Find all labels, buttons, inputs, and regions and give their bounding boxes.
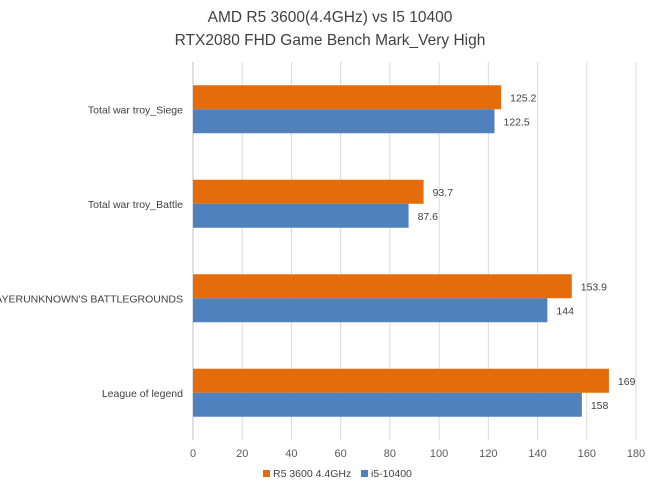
x-tick-label: 40 <box>285 448 297 460</box>
legend-swatch <box>263 470 270 477</box>
data-label: 87.6 <box>418 211 439 223</box>
legend-label: i5-10400 <box>371 468 412 480</box>
legend-label: R5 3600 4.4GHz <box>273 468 351 480</box>
category-label: PLAYERUNKNOWN'S BATTLEGROUNDS <box>0 293 183 305</box>
bar <box>193 109 495 134</box>
x-tick-label: 120 <box>479 448 497 460</box>
bar <box>193 203 409 228</box>
legend-swatch <box>361 470 368 477</box>
category-label: League of legend <box>102 388 183 400</box>
category-label: Total war troy_Siege <box>88 104 183 116</box>
data-label: 169 <box>618 376 636 388</box>
x-tick-label: 60 <box>335 448 347 460</box>
bar <box>193 179 424 204</box>
x-tick-label: 160 <box>578 448 596 460</box>
bar <box>193 392 582 417</box>
chart-subtitle: RTX2080 FHD Game Bench Mark_Very High <box>174 32 486 49</box>
x-tick-label: 80 <box>384 448 396 460</box>
x-tick-label: 0 <box>190 448 196 460</box>
bar <box>193 85 502 110</box>
x-tick-label: 180 <box>627 448 645 460</box>
data-label: 158 <box>591 400 609 412</box>
data-label: 144 <box>556 305 574 317</box>
bar <box>193 298 548 323</box>
bar <box>193 368 609 393</box>
data-label: 125.2 <box>510 92 536 104</box>
chart-title: AMD R5 3600(4.4GHz) vs I5 10400 <box>207 9 453 26</box>
x-tick-label: 140 <box>528 448 546 460</box>
category-label: Total war troy_Battle <box>88 199 183 211</box>
data-label: 153.9 <box>581 281 607 293</box>
x-tick-label: 20 <box>236 448 248 460</box>
x-tick-label: 100 <box>430 448 448 460</box>
bar <box>193 274 572 299</box>
data-label: 122.5 <box>503 116 529 128</box>
data-label: 93.7 <box>433 187 454 199</box>
